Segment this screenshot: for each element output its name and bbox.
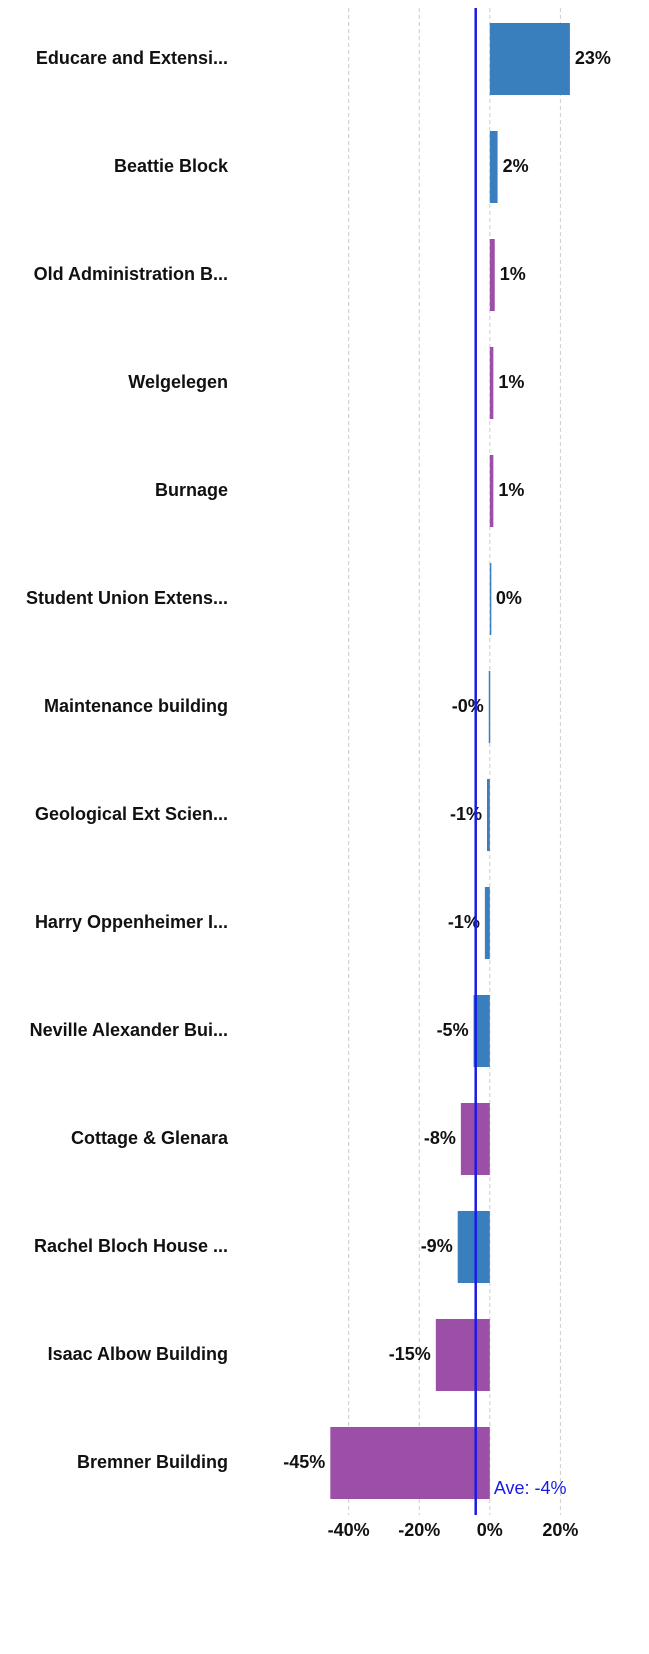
category-label: Geological Ext Scien...	[35, 804, 228, 824]
value-label: -9%	[421, 1236, 453, 1256]
category-label: Burnage	[155, 480, 228, 500]
value-label: 1%	[498, 480, 524, 500]
bar	[489, 455, 494, 527]
bar	[473, 995, 490, 1067]
value-label: -45%	[283, 1452, 325, 1472]
bar	[489, 563, 492, 635]
value-label: -1%	[450, 804, 482, 824]
value-label: 0%	[496, 588, 522, 608]
x-tick-label: -20%	[398, 1520, 440, 1540]
value-label: 1%	[498, 372, 524, 392]
bar	[488, 671, 491, 743]
value-label: 1%	[500, 264, 526, 284]
category-label: Rachel Bloch House ...	[34, 1236, 228, 1256]
bar	[489, 239, 495, 311]
value-label: -15%	[389, 1344, 431, 1364]
bar	[435, 1319, 490, 1391]
bar	[489, 131, 498, 203]
category-label: Bremner Building	[77, 1452, 228, 1472]
average-label: Ave: -4%	[494, 1478, 567, 1498]
category-label: Old Administration B...	[34, 264, 228, 284]
category-label: Harry Oppenheimer I...	[35, 912, 228, 932]
bar	[489, 347, 494, 419]
x-tick-label: -40%	[328, 1520, 370, 1540]
bar	[486, 779, 490, 851]
bar	[330, 1427, 490, 1499]
category-label: Maintenance building	[44, 696, 228, 716]
category-label: Beattie Block	[114, 156, 229, 176]
category-label: Student Union Extens...	[26, 588, 228, 608]
category-label: Cottage & Glenara	[71, 1128, 229, 1148]
value-label: 2%	[503, 156, 529, 176]
bar	[457, 1211, 490, 1283]
x-tick-label: 0%	[477, 1520, 503, 1540]
category-label: Neville Alexander Bui...	[30, 1020, 228, 1040]
x-tick-label: 20%	[542, 1520, 578, 1540]
category-label: Educare and Extensi...	[36, 48, 228, 68]
value-label: -0%	[452, 696, 484, 716]
value-label: -5%	[437, 1020, 469, 1040]
value-label: 23%	[575, 48, 611, 68]
bar	[484, 887, 490, 959]
category-label: Isaac Albow Building	[48, 1344, 228, 1364]
category-label: Welgelegen	[128, 372, 228, 392]
value-label: -8%	[424, 1128, 456, 1148]
value-label: -1%	[448, 912, 480, 932]
bar	[489, 23, 570, 95]
